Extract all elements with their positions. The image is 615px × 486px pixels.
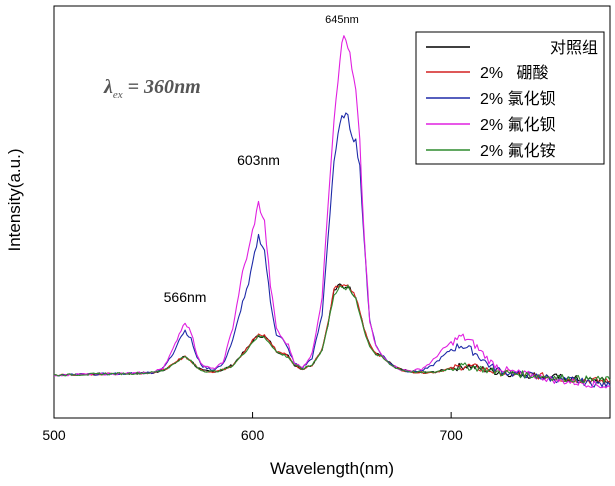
series-line-4 [53,284,611,383]
legend: 对照组 2% 硼酸 2% 氯化钡 2% 氟化钡 2% 氟化铵 [415,31,605,165]
excitation-subscript: ex [113,89,123,101]
legend-label-1: 2% 硼酸 [480,64,548,82]
x-tick-label-500: 500 [42,427,66,443]
legend-label-0: 对照组 [550,39,598,57]
x-axis-title: Wavelength(nm) [270,459,394,478]
legend-label-3: 2% 氟化钡 [480,116,556,134]
y-axis-title: Intensity(a.u.) [5,149,24,252]
x-axis-ticks: 500 600 700 [42,412,463,443]
svg-text:λex = 360nm: λex = 360nm [103,76,201,101]
series-layer [53,35,611,389]
peak-label-603: 603nm [237,152,280,168]
excitation-unit: nm [174,76,201,98]
peak-label-566: 566nm [164,289,207,305]
legend-label-2: 2% 氯化钡 [480,90,556,108]
x-tick-label-600: 600 [241,427,265,443]
legend-label-4: 2% 氟化铵 [480,142,556,160]
excitation-annotation: λex = 360nm [103,76,201,101]
excitation-lambda: λ [103,76,113,98]
x-tick-label-700: 700 [439,427,463,443]
excitation-value: = 360 [123,76,174,98]
peak-label-645: 645nm [325,14,359,26]
